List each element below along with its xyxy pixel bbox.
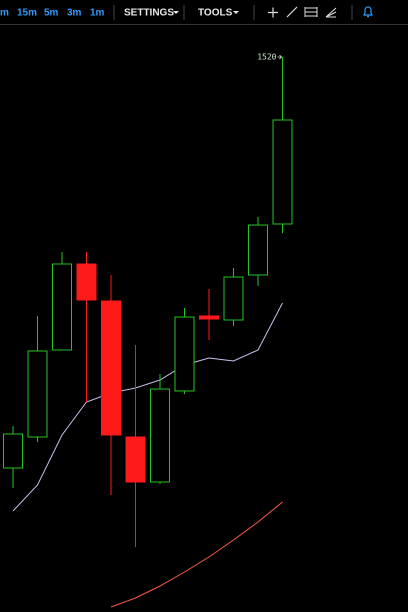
- interval-button[interactable]: 15m: [17, 8, 37, 19]
- line-tool[interactable]: [286, 6, 298, 18]
- settings-menu[interactable]: SETTINGS: [124, 8, 174, 19]
- interval-button[interactable]: 1m: [90, 8, 105, 19]
- high-label: 1520: [257, 53, 276, 62]
- interval-button[interactable]: 5m: [44, 8, 59, 19]
- candle-body: [125, 436, 146, 483]
- dropdown-arrow: [173, 11, 179, 14]
- candle-body: [174, 316, 195, 392]
- candle-body: [272, 119, 293, 225]
- moving-average-line: [110, 501, 283, 608]
- moving-average-line: [12, 302, 283, 512]
- candle-body: [248, 224, 268, 276]
- candle-body: [199, 315, 219, 320]
- tools-menu[interactable]: TOOLS: [198, 8, 233, 19]
- candle-body: [150, 388, 170, 483]
- candle-body: [27, 350, 48, 438]
- candle-body: [101, 300, 121, 436]
- crosshair-tool[interactable]: [268, 7, 278, 18]
- alert-bell[interactable]: [363, 6, 373, 18]
- candle-body: [3, 433, 23, 469]
- interval-button[interactable]: m: [0, 8, 9, 19]
- candle-body: [223, 276, 244, 321]
- candle-body: [76, 263, 97, 301]
- fan-tool[interactable]: [325, 7, 337, 18]
- dropdown-arrow: [233, 11, 239, 14]
- high-arrow: [277, 54, 283, 60]
- fib-tool[interactable]: [304, 7, 318, 17]
- interval-button[interactable]: 3m: [67, 8, 82, 19]
- candle-body: [52, 263, 72, 351]
